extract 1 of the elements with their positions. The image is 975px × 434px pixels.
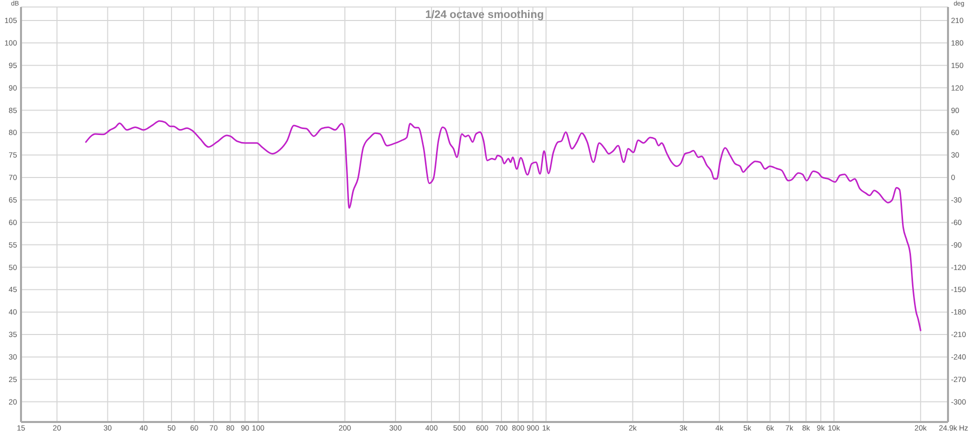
chart-title: 1/24 octave smoothing — [425, 9, 544, 21]
